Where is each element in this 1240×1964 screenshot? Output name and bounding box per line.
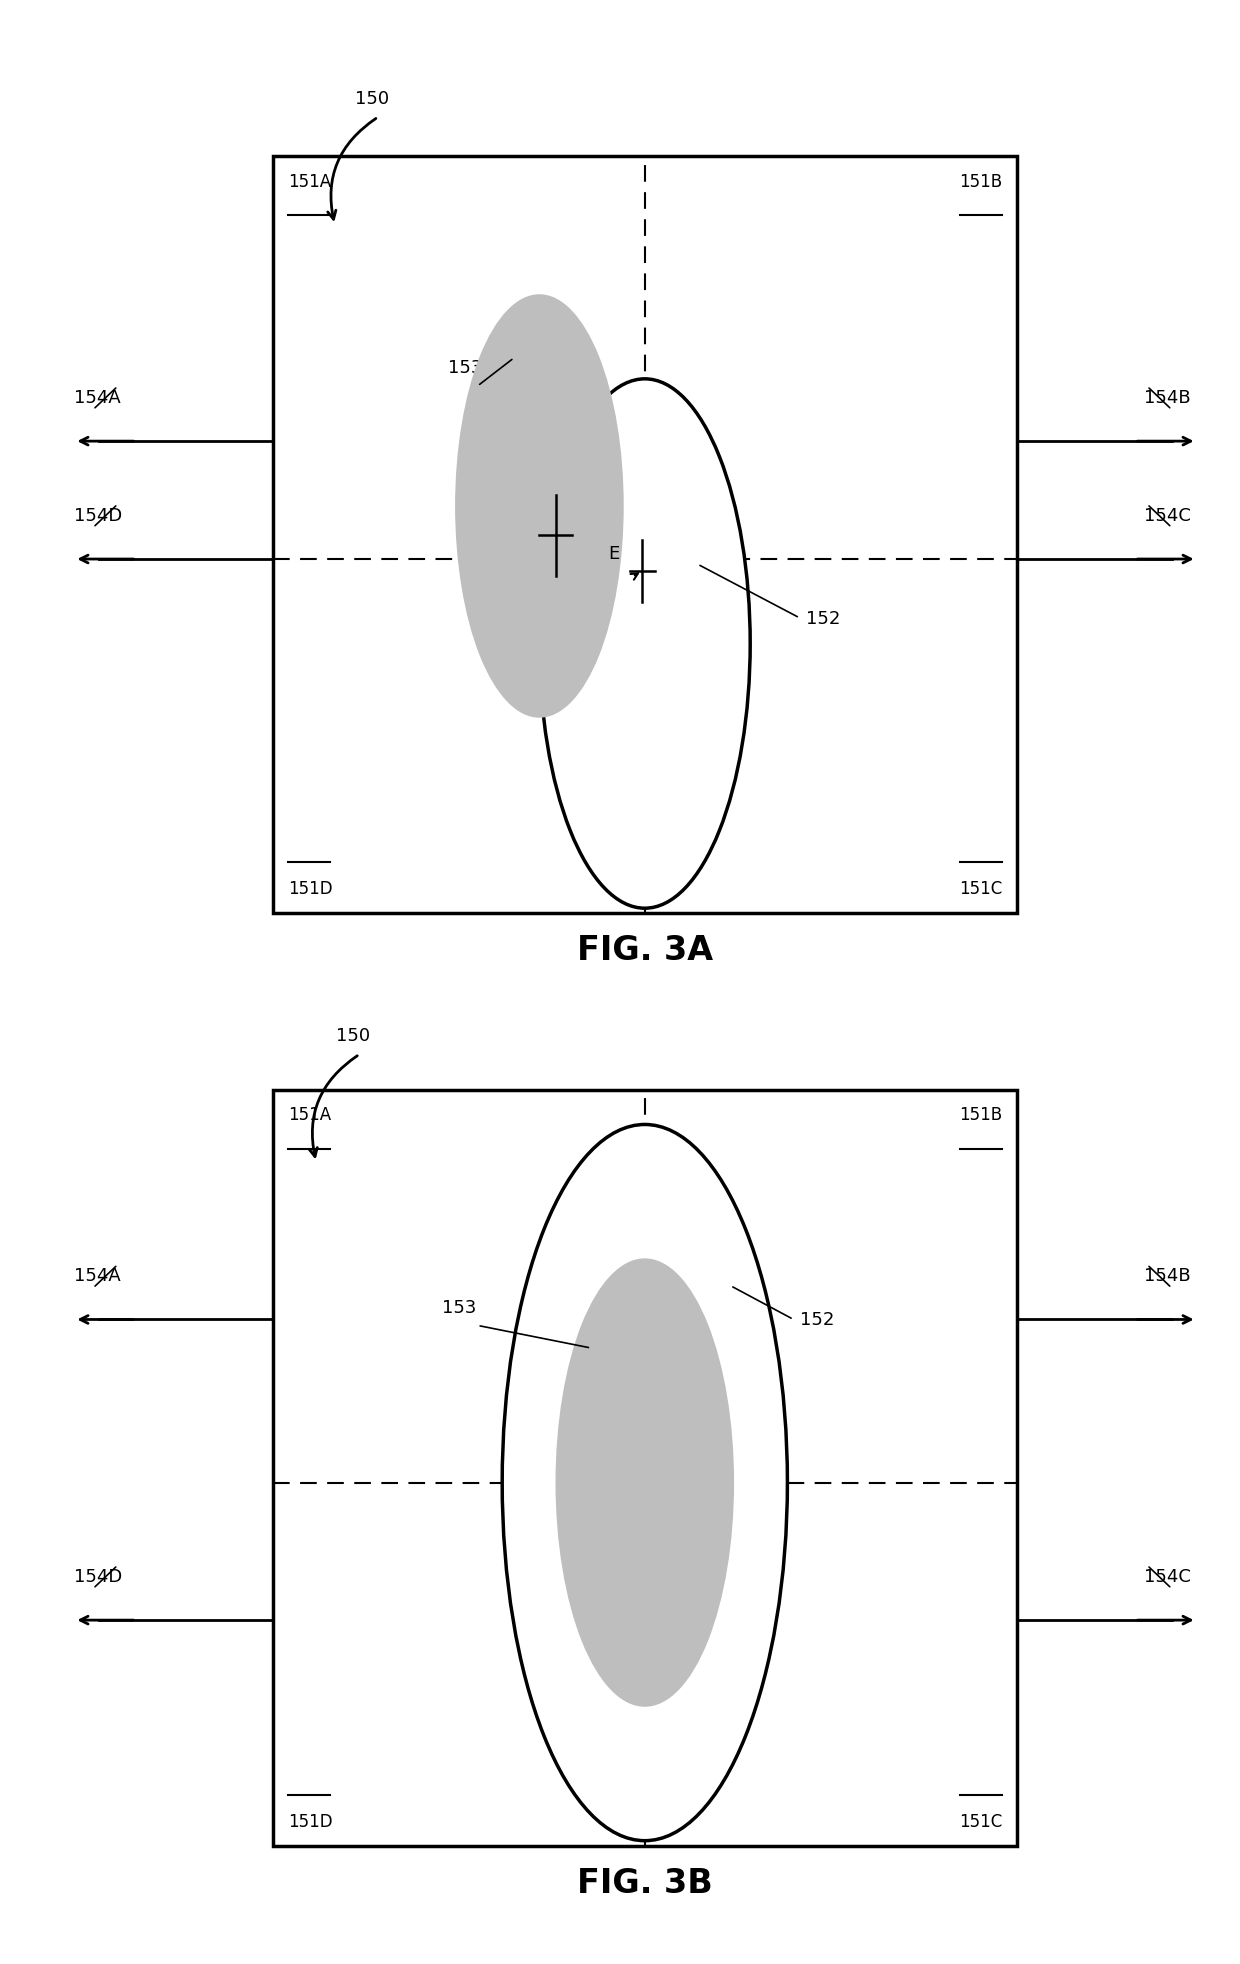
- Text: 154A: 154A: [74, 389, 122, 407]
- Text: 153: 153: [441, 1298, 476, 1316]
- Text: 151A: 151A: [288, 173, 331, 191]
- Ellipse shape: [556, 1259, 734, 1707]
- Ellipse shape: [539, 379, 750, 909]
- Text: 154B: 154B: [1143, 1267, 1190, 1284]
- Text: 154A: 154A: [74, 1267, 122, 1284]
- Text: 151A: 151A: [288, 1106, 331, 1123]
- Text: 151C: 151C: [959, 880, 1002, 898]
- Text: E: E: [608, 544, 620, 564]
- Text: 154C: 154C: [1143, 507, 1190, 524]
- Bar: [273, 1090, 1017, 1846]
- Text: FIG. 3B: FIG. 3B: [577, 1866, 713, 1899]
- Text: 150: 150: [336, 1027, 371, 1045]
- Text: 152: 152: [806, 609, 841, 628]
- Text: 151B: 151B: [959, 1106, 1002, 1123]
- Text: 151B: 151B: [959, 173, 1002, 191]
- Text: 151C: 151C: [959, 1813, 1002, 1830]
- Ellipse shape: [502, 1125, 787, 1840]
- Text: 152: 152: [800, 1310, 835, 1330]
- Text: 150: 150: [355, 90, 389, 108]
- Text: 154B: 154B: [1143, 389, 1190, 407]
- Ellipse shape: [455, 295, 624, 719]
- Text: 154C: 154C: [1143, 1567, 1190, 1585]
- Bar: [273, 157, 1017, 913]
- Text: 151D: 151D: [288, 880, 332, 898]
- Text: 154D: 154D: [74, 1567, 123, 1585]
- Text: 153: 153: [448, 359, 482, 377]
- Text: 151D: 151D: [288, 1813, 332, 1830]
- Text: 154D: 154D: [74, 507, 123, 524]
- Text: FIG. 3A: FIG. 3A: [577, 933, 713, 966]
